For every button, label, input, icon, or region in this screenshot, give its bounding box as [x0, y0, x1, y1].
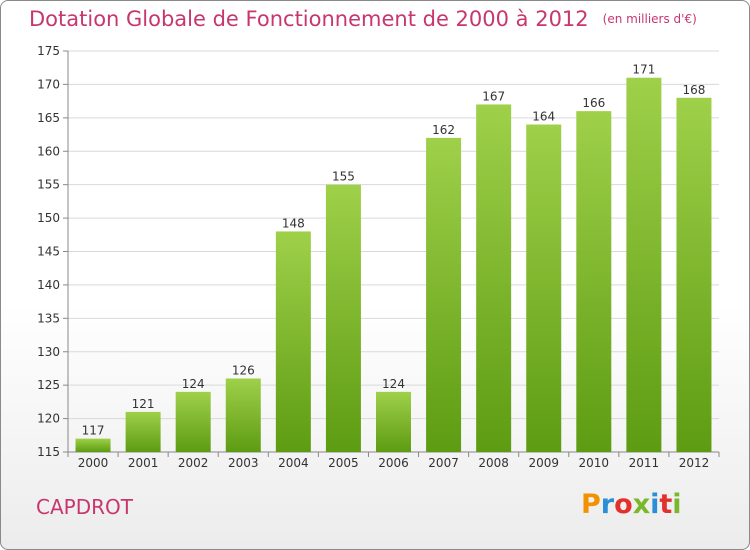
data-label: 166: [582, 96, 605, 110]
y-tick-label: 170: [37, 77, 60, 91]
data-label: 121: [132, 397, 155, 411]
data-label: 164: [532, 110, 555, 124]
x-tick-label: 2005: [328, 456, 359, 470]
bar-2009: [526, 124, 562, 453]
commune-name: CAPDROT: [36, 495, 133, 519]
bar-2010: [576, 111, 612, 453]
bar-2011: [626, 77, 662, 452]
bar-2004: [275, 231, 311, 452]
logo-letter: x: [632, 489, 651, 520]
y-tick-label: 165: [37, 111, 60, 125]
y-tick-label: 140: [37, 278, 60, 292]
bar-2006: [376, 391, 411, 452]
x-tick-label: 2008: [478, 456, 509, 470]
y-tick-label: 130: [37, 345, 60, 359]
x-tick-label: 2011: [629, 456, 660, 470]
bar-2007: [426, 137, 462, 452]
y-tick-label: 160: [37, 144, 60, 158]
x-tick-label: 2000: [78, 456, 109, 470]
data-label: 124: [382, 377, 405, 391]
y-tick-label: 155: [37, 178, 60, 192]
proxiti-logo[interactable]: Proxiti: [581, 489, 682, 520]
grid-lines: [68, 50, 719, 420]
chart-title-text: Dotation Globale de Fonctionnement de 20…: [29, 7, 589, 31]
x-tick-label: 2002: [178, 456, 209, 470]
data-label: 171: [632, 63, 655, 77]
bar-2005: [325, 184, 361, 452]
bar-2003: [225, 378, 261, 452]
y-tick-label: 150: [37, 211, 60, 225]
y-tick-label: 115: [37, 445, 60, 459]
chart-title: Dotation Globale de Fonctionnement de 20…: [29, 7, 697, 31]
x-tick-label: 2006: [378, 456, 409, 470]
y-tick-label: 175: [37, 44, 60, 58]
data-label: 167: [482, 89, 505, 103]
logo-letter: r: [600, 489, 615, 520]
axes: 115 120 125 130 135 140 145 150 155 160 165 170 175 2…: [37, 44, 720, 470]
bar-2001: [125, 411, 161, 452]
y-tick-label: 135: [37, 311, 60, 325]
data-labels: 117 121 124 126 148 155 124 162 167 164 166 171 168: [82, 63, 706, 438]
x-tick-label: 2003: [228, 456, 259, 470]
bar-2002: [175, 391, 211, 452]
data-label: 117: [82, 424, 105, 438]
y-tick-label: 145: [37, 245, 60, 259]
x-tick-label: 2010: [579, 456, 610, 470]
bar-2008: [476, 104, 512, 452]
y-tick-label: 125: [37, 378, 60, 392]
x-tick-label: 2004: [278, 456, 309, 470]
data-label: 155: [332, 170, 355, 184]
data-label: 162: [432, 123, 455, 137]
bar-2000: [75, 438, 111, 452]
y-tick-label: 120: [37, 412, 60, 426]
logo-letter: P: [581, 489, 601, 520]
data-label: 148: [282, 216, 305, 230]
logo-letter: i: [650, 489, 660, 520]
chart-subtitle: (en milliers d'€): [602, 12, 697, 26]
x-tick-label: 2012: [679, 456, 710, 470]
logo-letter: o: [614, 489, 633, 520]
data-label: 124: [182, 377, 205, 391]
bar-2012: [676, 97, 712, 453]
data-label: 168: [683, 83, 706, 97]
logo-letter: t: [659, 489, 673, 520]
bars: [75, 77, 712, 453]
x-tick-label: 2001: [128, 456, 159, 470]
x-tick-label: 2009: [528, 456, 559, 470]
data-label: 126: [232, 363, 255, 377]
logo-letter: i: [672, 489, 682, 520]
x-tick-label: 2007: [428, 456, 459, 470]
